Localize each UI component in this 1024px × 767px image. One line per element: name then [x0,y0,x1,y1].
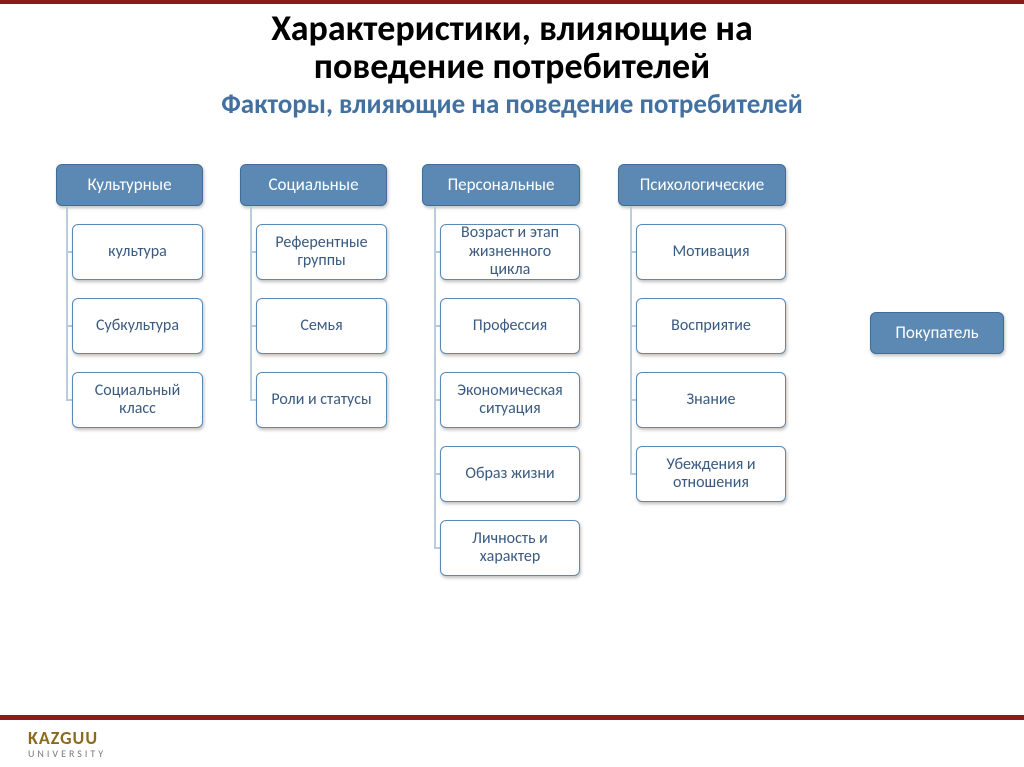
child-personal-0: Возраст и этап жизненного цикла [440,224,580,280]
child-personal-4: Личность и характер [440,520,580,576]
slide-title: Характеристики, влияющие на поведение по… [0,4,1024,86]
connector-v-cultural [66,206,68,400]
connector-v-psychological [630,206,632,474]
title-line-2: поведение потребителей [0,48,1024,86]
child-social-0: Референтные группы [256,224,387,280]
logo-top: KAZGUU [28,727,106,749]
child-personal-1: Профессия [440,298,580,354]
child-social-1: Семья [256,298,387,354]
footer: KAZGUU UNIVERSITY [0,715,1024,767]
header-personal: Персональные [422,164,580,206]
header-social: Социальные [240,164,387,206]
child-psychological-0: Мотивация [636,224,786,280]
connector-v-personal [434,206,436,548]
slide-subtitle: Факторы, влияющие на поведение потребите… [0,88,1024,121]
child-personal-3: Образ жизни [440,446,580,502]
child-social-2: Роли и статусы [256,372,387,428]
header-cultural: Культурные [56,164,203,206]
connector-v-social [250,206,252,400]
header-psychological: Психологические [618,164,786,206]
diagram-area: Культурные культура Субкультура Социальный … [0,164,1024,707]
logo: KAZGUU UNIVERSITY [28,727,106,760]
child-personal-2: Экономическая ситуация [440,372,580,428]
child-psychological-1: Восприятие [636,298,786,354]
logo-bottom: UNIVERSITY [28,747,106,760]
buyer-box: Покупатель [870,312,1004,354]
child-cultural-1: Субкультура [72,298,203,354]
slide: Характеристики, влияющие на поведение по… [0,0,1024,767]
title-line-1: Характеристики, влияющие на [0,10,1024,48]
child-psychological-3: Убеждения и отношения [636,446,786,502]
child-psychological-2: Знание [636,372,786,428]
child-cultural-2: Социальный класс [72,372,203,428]
child-cultural-0: культура [72,224,203,280]
